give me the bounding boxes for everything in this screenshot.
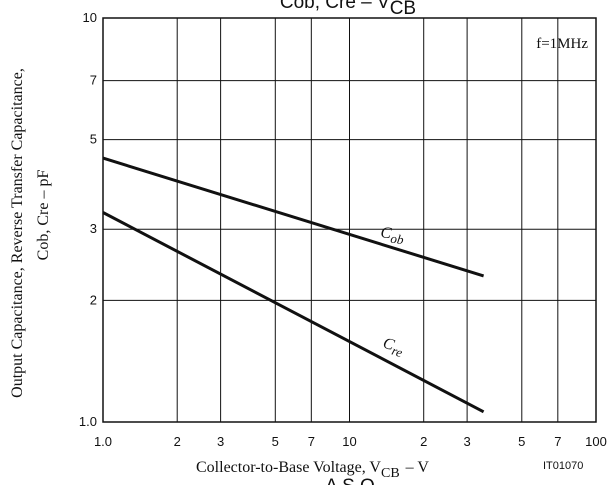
- y-tick-label: 3: [90, 221, 97, 236]
- plot-frame: [102, 17, 597, 423]
- y-tick-label: 5: [90, 132, 97, 147]
- y-axis-label-line2: Cob, Cre – pF: [35, 170, 52, 261]
- x-tick-label: 3: [463, 434, 470, 449]
- y-tick-label: 7: [90, 73, 97, 88]
- y-tick-label: 2: [90, 292, 97, 307]
- y-tick-label: 10: [83, 10, 97, 25]
- x-tick-label: 3: [217, 434, 224, 449]
- grid: [103, 18, 596, 422]
- series-label-cob: Cob: [379, 224, 406, 247]
- x-tick-label: 2: [174, 434, 181, 449]
- x-tick-label: 10: [342, 434, 356, 449]
- next-chart-title-cut: A S O: [325, 476, 375, 485]
- x-tick-label: 2: [420, 434, 427, 449]
- x-tick-label: 5: [518, 434, 525, 449]
- x-tick-label: 7: [308, 434, 315, 449]
- figure-code: IT01070: [543, 460, 583, 472]
- series-line-cre: [102, 211, 485, 414]
- x-tick-label: 1.0: [94, 434, 112, 449]
- series-line-cob: [102, 156, 485, 278]
- frequency-annotation: f=1MHz: [536, 36, 588, 52]
- chart-title: Cob, Cre – VCB: [280, 0, 416, 19]
- series-layer: [102, 156, 485, 414]
- y-tick-labels: 1.0 2 3 5 7 10: [79, 10, 97, 429]
- x-tick-label: 7: [554, 434, 561, 449]
- series-label-cre: Cre: [380, 335, 406, 361]
- x-axis-label: Collector-to-Base Voltage, VCB – V: [196, 459, 429, 481]
- x-tick-label: 100: [585, 434, 607, 449]
- y-axis-label-line1: Output Capacitance, Reverse Transfer Cap…: [9, 68, 26, 398]
- x-tick-labels: 1.0 2 3 5 7 10 2 3 5 7 100: [94, 434, 607, 449]
- x-tick-label: 5: [272, 434, 279, 449]
- y-tick-label: 1.0: [79, 414, 97, 429]
